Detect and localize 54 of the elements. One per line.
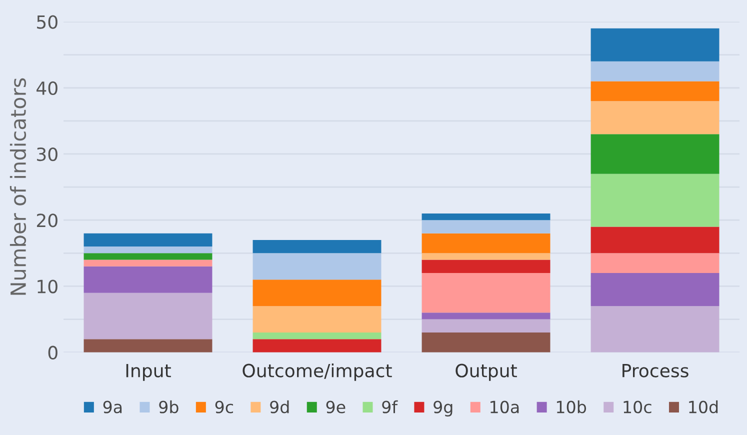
y-tick-label: 40 <box>36 81 58 95</box>
bar <box>84 292 212 340</box>
legend-label: 10b <box>556 400 586 414</box>
bar <box>590 273 720 306</box>
bar <box>422 233 550 254</box>
bar <box>422 319 550 333</box>
bar <box>422 220 550 234</box>
y-tick-label: 20 <box>36 214 58 228</box>
bar <box>252 253 382 280</box>
bar <box>252 240 382 254</box>
y-tick-label: 50 <box>37 15 58 29</box>
bar <box>422 214 550 220</box>
bar <box>590 253 720 274</box>
y-tick-label: 10 <box>38 280 58 294</box>
legend-label: 10d <box>689 400 718 414</box>
bar <box>422 253 550 260</box>
y-axis-title: Number of indicators <box>10 78 26 295</box>
bar <box>590 28 720 62</box>
bar <box>590 101 720 134</box>
legend-label: 10a <box>490 400 519 414</box>
legend-label: 9a <box>103 400 122 414</box>
bar <box>422 273 550 313</box>
bar <box>84 246 212 254</box>
bar <box>84 339 212 352</box>
bar <box>422 312 550 320</box>
legend-label: 9b <box>159 400 178 414</box>
x-tick-label: Input <box>126 364 171 381</box>
bar <box>590 61 720 82</box>
bar <box>252 306 382 333</box>
bar <box>590 134 720 174</box>
legend-label: 10c <box>624 400 652 414</box>
bar <box>252 332 382 340</box>
y-tick-label: 30 <box>37 147 58 162</box>
bar <box>590 306 720 352</box>
x-tick-label: Outcome/impact <box>242 363 392 381</box>
x-tick-label: Output <box>456 364 517 381</box>
legend-label: 9e <box>326 400 346 414</box>
bar <box>84 260 212 266</box>
bar <box>252 280 382 306</box>
legend-label: 9g <box>434 400 452 417</box>
bar <box>252 339 382 352</box>
bar <box>422 332 550 352</box>
bar <box>590 81 720 102</box>
bar <box>84 253 212 260</box>
bar <box>422 260 550 274</box>
bar <box>590 226 720 254</box>
legend-label: 9c <box>215 400 233 414</box>
x-tick-label: Process <box>622 364 688 378</box>
bar <box>84 266 212 293</box>
legend-label: 9d <box>270 400 289 414</box>
y-tick-label: 0 <box>48 346 58 360</box>
legend-label: 9f <box>382 400 398 414</box>
bar <box>84 233 212 247</box>
bar <box>590 174 720 227</box>
